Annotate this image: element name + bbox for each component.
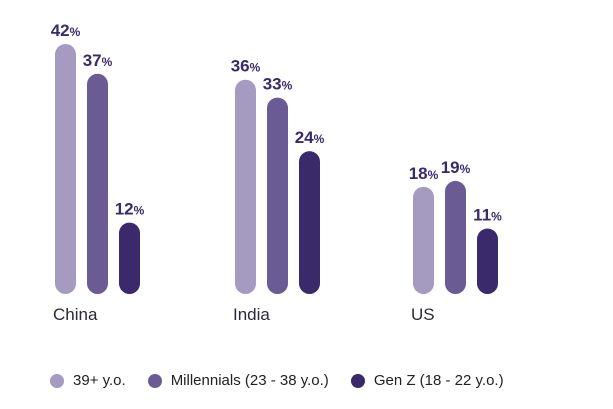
- bar-india-series-1: [267, 97, 288, 294]
- bar-us-series-1: [445, 180, 466, 294]
- chart-legend: 39+ y.o. Millennials (23 - 38 y.o.) Gen Z …: [50, 372, 526, 389]
- legend-label: Millennials (23 - 38 y.o.): [170, 372, 329, 389]
- bar-china-series-1: [87, 73, 108, 294]
- bar-china-series-0: [55, 44, 76, 294]
- legend-swatch: [50, 373, 64, 388]
- data-label-china-series-2: 12%: [115, 200, 145, 219]
- legend-label: 39+ y.o.: [73, 372, 126, 389]
- legend-swatch: [147, 373, 162, 388]
- legend-item-1: Millennials (23 - 38 y.o.): [147, 372, 329, 389]
- data-label-us-series-1: 19%: [441, 158, 471, 177]
- data-label-india-series-0: 36%: [231, 57, 261, 76]
- bar-india-series-2: [299, 151, 320, 294]
- data-label-china-series-1: 37%: [83, 51, 113, 70]
- bar-us-series-0: [413, 186, 434, 294]
- bar-us-series-2: [477, 228, 498, 294]
- data-label-china-series-0: 42%: [51, 21, 81, 40]
- category-label-india: India: [233, 305, 270, 324]
- data-label-india-series-1: 33%: [263, 75, 293, 94]
- legend-swatch: [350, 373, 365, 388]
- data-label-india-series-2: 24%: [295, 128, 325, 147]
- legend-item-2: Gen Z (18 - 22 y.o.): [350, 372, 504, 389]
- category-label-china: China: [53, 305, 98, 324]
- category-label-us: US: [411, 305, 435, 324]
- legend-label: Gen Z (18 - 22 y.o.): [373, 372, 504, 389]
- data-label-us-series-2: 11%: [473, 206, 502, 225]
- bar-india-series-0: [235, 79, 256, 294]
- legend-item-0: 39+ y.o.: [50, 372, 126, 389]
- bar-china-series-2: [119, 222, 140, 294]
- data-label-us-series-0: 18%: [409, 164, 439, 183]
